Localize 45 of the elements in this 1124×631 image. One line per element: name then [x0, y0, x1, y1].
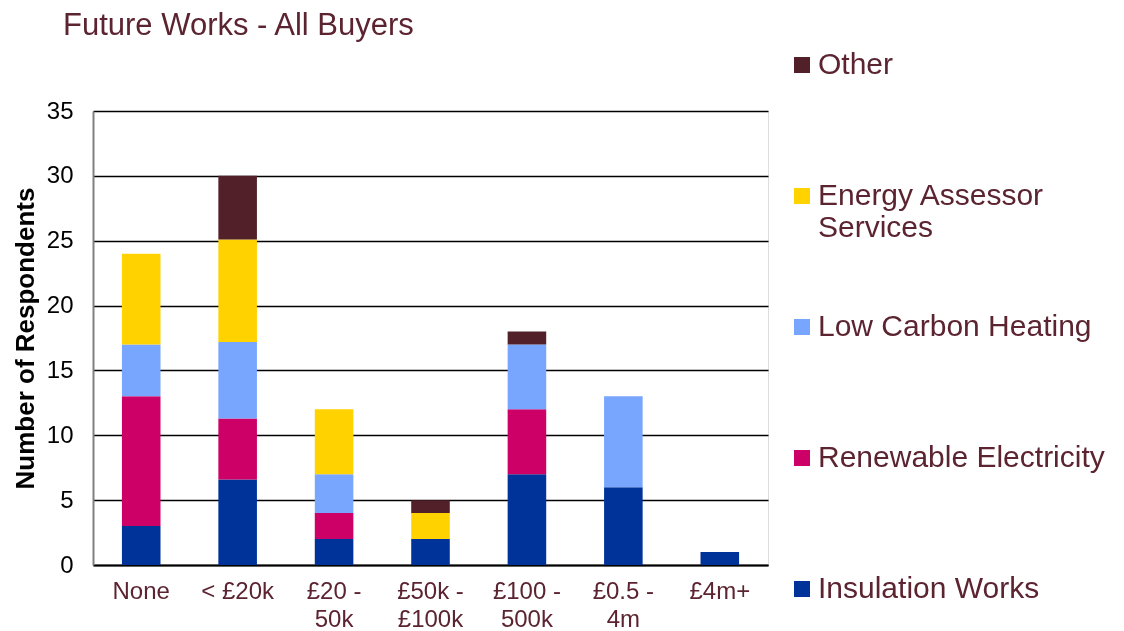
x-tick-label: £50k - £100k — [397, 576, 465, 631]
bar — [218, 418, 257, 480]
x-tick-label: < £20k — [201, 576, 275, 604]
bar — [314, 474, 354, 514]
y-tick-label: 20 — [46, 291, 74, 319]
legend-label: Renewable Electricity — [818, 440, 1105, 473]
legend-label: Insulation Works — [818, 571, 1040, 604]
bar — [218, 175, 257, 240]
bar — [507, 474, 547, 565]
bar — [121, 344, 161, 397]
x-tick-label: None — [112, 576, 170, 604]
bar — [121, 253, 161, 345]
bar — [604, 487, 643, 565]
y-tick-label: 25 — [46, 226, 74, 254]
x-tick-label: £100 - 500k — [492, 576, 561, 631]
legend-label: Low Carbon Heating — [818, 309, 1092, 342]
y-axis-title: Number of Respondents — [9, 187, 40, 490]
x-tick-label: £0.5 - 4m — [592, 576, 655, 631]
bar — [218, 479, 257, 565]
x-tick-label: £4m+ — [689, 576, 751, 604]
y-tick-label: 30 — [46, 161, 74, 189]
legend-label: Energy Assessor Services — [818, 178, 1044, 243]
bar — [411, 539, 450, 565]
bar — [314, 409, 354, 475]
y-tick-label: 5 — [60, 485, 74, 513]
bar — [411, 513, 450, 540]
x-tick-label: £20 - 50k — [306, 576, 362, 631]
bar — [218, 341, 257, 419]
y-tick-label: 35 — [46, 96, 74, 124]
bar — [700, 552, 740, 565]
bar — [604, 396, 643, 488]
chart-title: Future Works - All Buyers — [63, 7, 414, 42]
bar — [507, 409, 547, 475]
bar — [218, 239, 257, 342]
bar — [411, 500, 450, 514]
bar — [314, 539, 354, 565]
y-tick-label: 15 — [46, 355, 74, 383]
bar — [121, 526, 161, 565]
y-tick-label: 0 — [60, 550, 74, 578]
bar — [121, 396, 161, 527]
bar — [507, 331, 547, 345]
y-tick-label: 10 — [46, 420, 74, 448]
bar — [314, 513, 354, 540]
legend-label: Other — [818, 47, 894, 80]
bar — [507, 344, 547, 410]
